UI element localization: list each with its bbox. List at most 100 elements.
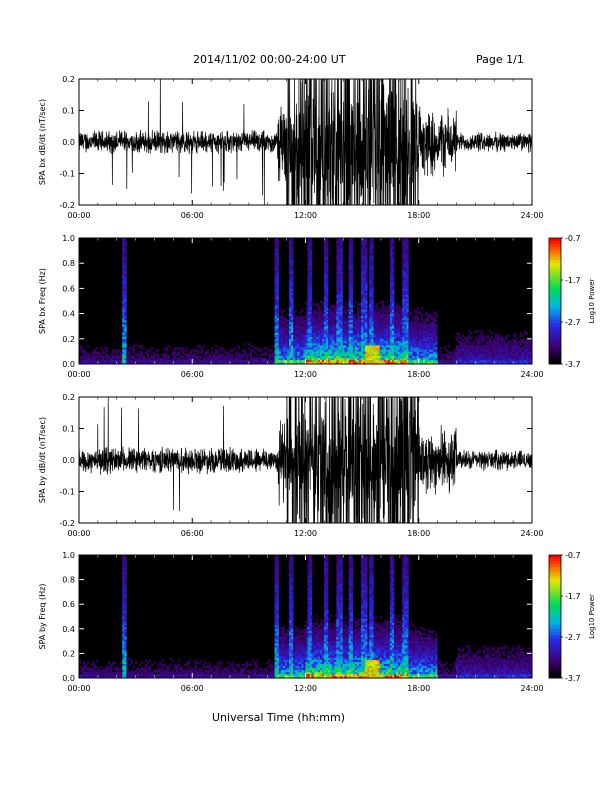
spectrogram-cell (317, 340, 321, 344)
spectrogram-cell (338, 324, 341, 327)
spectrogram-cell (289, 322, 292, 325)
spectrogram-cell (276, 347, 280, 350)
spectrogram-cell (410, 355, 413, 358)
spectrogram-cell (371, 351, 374, 354)
spectrogram-cell (488, 340, 492, 344)
spectrogram-cell (235, 357, 238, 361)
spectrogram-cell (91, 361, 94, 365)
spectrogram-cell (356, 343, 360, 346)
spectrogram-cell (307, 265, 310, 268)
spectrogram-cell (426, 355, 430, 358)
spectrogram-cell (136, 675, 140, 679)
spectrogram-cell (365, 301, 368, 304)
spectrogram-cell (359, 343, 362, 346)
spectrogram-cell (276, 319, 280, 323)
spectrogram-cell (87, 357, 90, 361)
spectrogram-cell (431, 343, 434, 346)
spectrogram-cell (476, 349, 479, 352)
spectrogram-cell (161, 673, 164, 677)
spectrogram-cell (124, 604, 127, 607)
spectrogram-cell (295, 322, 298, 325)
spectrogram-cell (420, 307, 424, 310)
spectrogram-cell (307, 340, 310, 344)
spectrogram-cell (270, 665, 273, 669)
spectrogram-cell (326, 349, 329, 352)
spectrogram-cell (324, 250, 327, 253)
spectrogram-cell (406, 324, 409, 327)
spectrogram-cell (482, 351, 485, 354)
spectrogram-cell (371, 263, 374, 266)
spectrogram-cell (276, 340, 280, 344)
spectrogram-cell (439, 351, 442, 354)
spectrogram-cell (124, 309, 127, 312)
spectrogram-cell (406, 256, 409, 260)
spectrogram-cell (406, 252, 409, 256)
spectrogram-cell (116, 665, 119, 669)
spectrogram-cell (321, 332, 325, 335)
spectrogram-cell (315, 340, 319, 344)
spectrogram-cell (457, 347, 461, 350)
spectrogram-cell (439, 361, 442, 365)
spectrogram-cell (274, 328, 277, 331)
spectrogram-cell (501, 338, 504, 342)
spectrogram-cell (338, 336, 341, 340)
spectrogram-cell (293, 317, 296, 321)
spectrogram-cell (394, 330, 397, 333)
spectrogram-cell (352, 359, 356, 363)
spectrogram-cell (484, 347, 487, 350)
spectrogram-cell (344, 353, 347, 356)
spectrogram-cell (122, 673, 125, 677)
spectrogram-cell (344, 328, 347, 331)
spectrogram-cell (346, 359, 350, 363)
spectrogram-cell (369, 298, 372, 302)
spectrogram-cell (278, 315, 282, 319)
spectrogram-cell (348, 353, 352, 356)
spectrogram-cell (457, 361, 461, 365)
y-tick-label: 0.2 (62, 393, 75, 402)
spectrogram-cell (291, 288, 294, 291)
spectrogram-cell (478, 345, 481, 348)
spectrogram-cell (424, 311, 428, 314)
spectrogram-cell (276, 361, 280, 365)
spectrogram-cell (95, 673, 98, 677)
spectrogram-cell (354, 319, 358, 323)
spectrogram-cell (311, 322, 315, 325)
spectrogram-cell (422, 336, 426, 340)
spectrogram-cell (387, 340, 391, 344)
spectrogram-cell (278, 338, 282, 342)
spectrogram-cell (307, 242, 310, 245)
spectrogram-cell (383, 355, 387, 358)
spectrogram-cell (402, 338, 405, 342)
spectrogram-cell (340, 361, 343, 365)
spectrogram-cell (307, 244, 310, 247)
spectrogram-cell (429, 351, 432, 354)
spectrogram-cell (361, 267, 364, 270)
spectrogram-cell (326, 240, 329, 243)
spectrogram-cell (426, 313, 430, 316)
spectrogram-cell (494, 349, 498, 352)
spectrogram-cell (344, 359, 347, 363)
spectrogram-cell (426, 326, 430, 329)
spectrogram-cell (124, 273, 127, 277)
spectrogram-cell (365, 242, 368, 245)
spectrogram-cell (396, 349, 399, 352)
spectrogram-cell (459, 357, 463, 361)
spectrogram-cell (433, 336, 436, 340)
spectrogram-cell (328, 315, 331, 319)
spectrogram-cell (212, 353, 216, 356)
spectrogram-cell (91, 357, 94, 361)
spectrogram-cell (321, 336, 325, 340)
spectrogram-cell (190, 351, 193, 354)
spectrogram-cell (394, 328, 397, 331)
spectrogram-cell (484, 345, 487, 348)
spectrogram-cell (326, 345, 329, 348)
spectrogram-cell (338, 322, 341, 325)
spectrogram-cell (326, 275, 329, 279)
spectrogram-cell (309, 265, 312, 268)
spectrogram-cell (486, 355, 490, 358)
spectrogram-cell (274, 261, 277, 264)
spectrogram-cell (451, 355, 455, 358)
spectrogram-cell (181, 347, 185, 350)
spectrogram-cell (122, 675, 125, 679)
spectrogram-cell (453, 351, 457, 354)
